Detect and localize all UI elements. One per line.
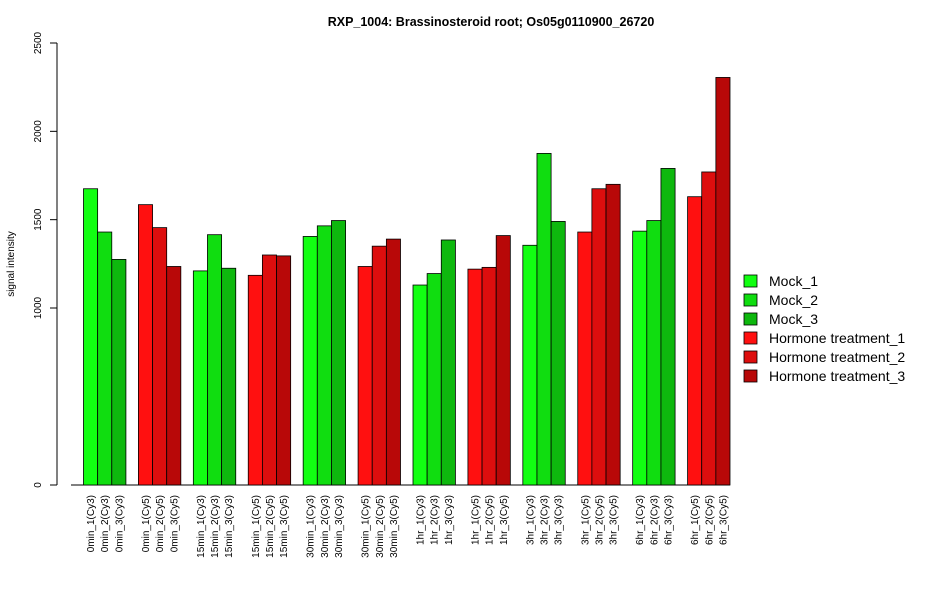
- bar: [522, 244, 538, 486]
- x-tick-label: 6hr_3(Cy3): [664, 495, 675, 545]
- bar: [687, 196, 703, 486]
- bar: [138, 204, 153, 486]
- x-tick-label: 0min_1(Cy3): [86, 495, 97, 552]
- y-tick-label: 2000: [33, 120, 44, 143]
- bar: [83, 188, 99, 486]
- x-tick-label: 15min_3(Cy3): [224, 495, 235, 558]
- x-tick-label: 15min_3(Cy5): [279, 495, 290, 558]
- legend-swatch: [743, 350, 758, 364]
- x-tick-label: 0min_2(Cy5): [155, 495, 166, 552]
- bar: [467, 268, 483, 486]
- x-tick-label: 3hr_1(Cy5): [580, 495, 591, 545]
- legend-label: Mock_3: [769, 311, 818, 327]
- x-tick-label: 1hr_2(Cy5): [485, 495, 496, 545]
- x-tick-label: 30min_2(Cy5): [375, 495, 386, 558]
- x-tick-label: 30min_1(Cy3): [306, 495, 317, 558]
- x-tick-label: 3hr_2(Cy3): [540, 495, 551, 545]
- legend-swatch: [743, 293, 758, 307]
- x-tick-label: 1hr_3(Cy5): [499, 495, 510, 545]
- bar: [166, 266, 182, 486]
- y-tick-label: 1000: [33, 296, 44, 319]
- chart-title: RXP_1004: Brassinosteroid root; Os05g011…: [328, 15, 655, 29]
- legend-label: Hormone treatment_1: [769, 330, 905, 346]
- bar: [152, 227, 168, 486]
- legend-label: Mock_2: [769, 292, 818, 308]
- x-tick-label: 15min_2(Cy5): [265, 495, 276, 558]
- legend-label: Hormone treatment_3: [769, 368, 905, 384]
- bar: [276, 255, 292, 486]
- x-tick-label: 0min_2(Cy3): [100, 495, 111, 552]
- x-tick-label: 15min_1(Cy5): [251, 495, 262, 558]
- legend-swatch: [743, 274, 758, 288]
- x-tick-label: 6hr_2(Cy5): [704, 495, 715, 545]
- bar: [97, 231, 113, 486]
- bar: [577, 231, 593, 486]
- bar: [221, 267, 237, 486]
- bar: [207, 234, 223, 486]
- x-tick-label: 3hr_3(Cy5): [609, 495, 620, 545]
- bar: [715, 77, 731, 486]
- bar: [412, 284, 428, 486]
- x-tick-label: 30min_1(Cy5): [361, 495, 372, 558]
- x-axis-tick-labels: 0min_1(Cy3) 0min_2(Cy3) 0min_3(Cy3) 0min_1(…: [86, 495, 729, 558]
- x-tick-label: 6hr_2(Cy3): [649, 495, 660, 545]
- x-tick-label: 0min_1(Cy5): [141, 495, 152, 552]
- bar: [550, 221, 566, 486]
- x-tick-label: 1hr_1(Cy5): [470, 495, 481, 545]
- x-tick-label: 3hr_1(Cy3): [525, 495, 536, 545]
- legend: Mock_1 Mock_2 Mock_3 Hormone treatment_1 Hor…: [743, 273, 905, 384]
- y-axis-label: signal intensity: [6, 231, 17, 297]
- legend-label: Hormone treatment_2: [769, 349, 905, 365]
- bar: [632, 230, 648, 486]
- y-tick-label: 2500: [33, 31, 44, 54]
- bar: [646, 220, 662, 486]
- x-tick-label: 0min_3(Cy5): [169, 495, 180, 552]
- bar: [111, 259, 127, 486]
- y-tick-label: 1500: [33, 208, 44, 231]
- bar: [605, 183, 621, 486]
- legend-swatch: [743, 369, 758, 383]
- bar: [261, 254, 277, 486]
- y-tick-label: 0: [33, 482, 44, 488]
- legend-label: Mock_1: [769, 273, 818, 289]
- x-tick-label: 6hr_3(Cy5): [718, 495, 729, 545]
- bar: [495, 235, 511, 486]
- bar: [701, 171, 717, 486]
- bar: [371, 245, 387, 486]
- x-tick-label: 3hr_2(Cy5): [594, 495, 605, 545]
- bar: [316, 225, 332, 486]
- x-tick-label: 30min_3(Cy3): [334, 495, 345, 558]
- x-tick-label: 1hr_1(Cy3): [416, 495, 427, 545]
- bar: [591, 188, 607, 486]
- x-tick-label: 6hr_1(Cy3): [635, 495, 646, 545]
- bar: [357, 266, 373, 486]
- bar: [426, 273, 442, 486]
- x-tick-label: 15min_1(Cy3): [196, 495, 207, 558]
- bar: [440, 239, 456, 486]
- x-tick-label: 6hr_1(Cy5): [690, 495, 701, 545]
- bar: [481, 266, 497, 486]
- bar-series: [83, 77, 731, 486]
- bar: [192, 270, 208, 486]
- x-tick-label: 1hr_2(Cy3): [430, 495, 441, 545]
- bar: [536, 153, 552, 486]
- bar: [660, 168, 676, 486]
- legend-swatch: [743, 331, 758, 345]
- x-tick-label: 15min_2(Cy3): [210, 495, 221, 558]
- legend-swatch: [743, 312, 758, 326]
- bar: [331, 220, 346, 486]
- x-tick-label: 30min_2(Cy3): [320, 495, 331, 558]
- bar: [247, 274, 263, 486]
- x-tick-label: 0min_3(Cy3): [114, 495, 125, 552]
- bar: [385, 238, 401, 486]
- x-tick-label: 3hr_3(Cy3): [554, 495, 565, 545]
- x-tick-label: 30min_3(Cy5): [389, 495, 400, 558]
- bar: [302, 236, 318, 486]
- x-tick-label: 1hr_3(Cy3): [444, 495, 455, 545]
